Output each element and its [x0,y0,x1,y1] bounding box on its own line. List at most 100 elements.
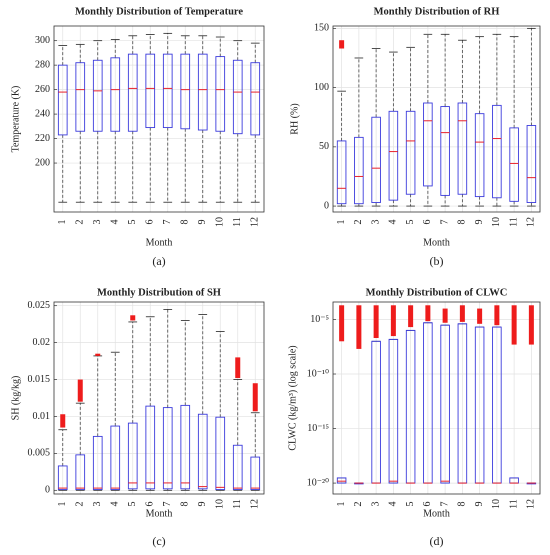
box [75,62,86,132]
box [405,110,416,195]
x-tick-label: 5 [127,502,138,507]
y-tick-label: 0.005 [28,448,51,459]
outliers [339,305,345,342]
outliers [235,357,241,379]
x-axis-label: Month [146,237,173,248]
y-tick-label: 0 [324,200,329,211]
x-tick-label: 1 [57,220,68,225]
x-tick-label: 3 [370,502,381,507]
box [250,62,261,136]
y-tick-label: 10⁻¹⁵ [307,423,329,434]
box [440,324,450,484]
y-tick-label: 10⁻²⁰ [307,477,329,488]
box [127,53,138,132]
box [75,454,86,491]
y-axis-label: CLWC (kg/m³) (log scale) [287,345,298,450]
x-tick-label: 4 [110,220,121,225]
box [92,59,103,132]
outliers [95,353,101,356]
y-tick-label: 240 [35,108,50,119]
y-tick-label: 220 [35,133,50,144]
y-axis-label: RH (%) [289,103,300,134]
box [180,53,191,130]
box [215,416,226,491]
box [250,456,261,491]
box [509,127,519,202]
outliers [408,305,414,328]
y-tick-label: 100 [314,82,329,93]
outliers [77,379,83,402]
x-tick-label: 12 [250,217,261,227]
plot-area [54,26,264,212]
x-tick-label: 10 [215,499,226,509]
outliers [459,305,465,322]
box [110,57,121,132]
box [57,465,68,491]
box [388,338,399,484]
x-tick-label: 5 [405,220,416,225]
outliers [390,305,396,337]
outliers [425,305,431,322]
x-tick-label: 11 [232,217,243,227]
outliers [494,305,500,326]
box [110,425,121,491]
x-tick-label: 6 [422,502,433,507]
x-tick-label: 3 [92,502,103,507]
x-axis-label: Month [146,508,173,519]
chart-title: Monthly Distribution of RH [374,6,500,17]
x-tick-label: 1 [57,502,68,507]
x-tick-label: 8 [457,502,468,507]
caption: (b) [430,254,444,268]
x-tick-label: 4 [388,502,399,507]
outliers [252,383,258,412]
x-tick-label: 5 [405,502,416,507]
outliers [373,305,379,339]
x-tick-label: 3 [92,220,103,225]
plot-frame [53,25,265,213]
y-tick-label: 300 [35,35,50,46]
y-tick-label: 0 [45,485,50,496]
box [57,64,68,136]
box [232,444,243,491]
x-tick-label: 7 [439,220,450,225]
y-tick-label: 280 [35,59,50,70]
y-tick-label: 260 [35,84,50,95]
plot-frame [332,25,541,213]
box [180,404,191,490]
x-tick-label: 9 [197,502,208,507]
y-tick-label: 150 [314,23,329,34]
x-axis-label: Month [423,508,450,519]
x-tick-label: 7 [162,502,173,507]
x-tick-label: 2 [75,220,86,225]
box [354,136,364,205]
plot-frame [332,301,541,495]
y-tick-label: 200 [35,157,50,168]
y-axis-label: SH (kg/kg) [10,376,21,421]
x-tick-label: 9 [474,220,485,225]
x-tick-label: 8 [180,502,191,507]
box [526,125,537,203]
x-tick-label: 10 [491,217,502,227]
x-tick-label: 12 [526,499,537,509]
plot-frame [53,301,265,495]
x-tick-label: 8 [457,220,468,225]
y-tick-label: 0.01 [33,411,51,422]
x-tick-label: 11 [232,499,243,509]
box [197,53,208,131]
x-tick-label: 6 [422,220,433,225]
outliers [528,305,534,345]
x-tick-label: 8 [180,220,191,225]
box [474,113,485,198]
x-tick-label: 2 [353,220,364,225]
y-axis-label: Temperature (K) [10,86,21,153]
caption: (c) [152,534,165,548]
x-tick-label: 12 [250,499,261,509]
x-axis-label: Month [423,237,450,248]
box [92,435,103,491]
box [492,104,502,199]
x-tick-label: 11 [508,499,519,509]
x-tick-label: 4 [388,220,399,225]
box [388,110,399,201]
plot-area [333,302,540,494]
